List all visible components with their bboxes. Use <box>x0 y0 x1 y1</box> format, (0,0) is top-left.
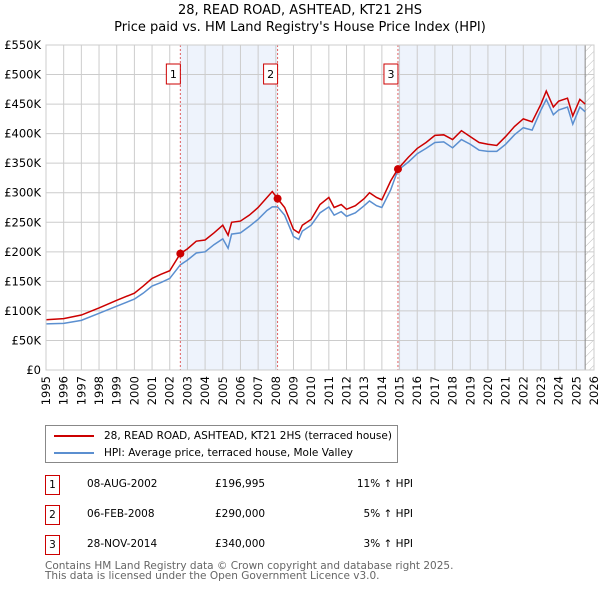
x-tick-label: 2022 <box>516 376 530 405</box>
transaction-number: 2 <box>45 505 60 525</box>
plot-border <box>45 44 595 371</box>
x-tick-label: 2001 <box>145 376 159 405</box>
x-tick-label: 2023 <box>534 376 548 405</box>
x-tick-label: 2017 <box>428 376 442 405</box>
transaction-row: 1 08-AUG-2002 £196,995 11% ↑ HPI <box>45 475 445 495</box>
footer-line-2: This data is licensed under the Open Gov… <box>45 570 380 582</box>
series-line <box>45 97 586 325</box>
sale-label: 2 <box>267 68 274 81</box>
y-tick-label: £200K <box>4 245 41 259</box>
x-tick-label: 2011 <box>322 376 336 405</box>
legend-property: 28, READ ROAD, ASHTEAD, KT21 2HS (terrac… <box>104 430 392 442</box>
sale-point <box>273 194 282 203</box>
y-tick-label: £0 <box>26 363 41 377</box>
x-tick-label: 2014 <box>375 376 389 405</box>
chart-subtitle: Price paid vs. HM Land Registry's House … <box>114 20 486 35</box>
x-tick-label: 2021 <box>499 376 513 405</box>
x-tick-label: 2026 <box>587 376 600 405</box>
x-tick-label: 2007 <box>251 376 265 405</box>
transaction-date: 28-NOV-2014 <box>87 538 158 550</box>
transaction-row: 2 06-FEB-2008 £290,000 5% ↑ HPI <box>45 505 445 525</box>
y-tick-label: £450K <box>4 97 41 111</box>
x-tick-label: 2003 <box>180 376 194 405</box>
y-tick-label: £300K <box>4 186 41 200</box>
transaction-price: £340,000 <box>215 538 266 550</box>
sale-label-box <box>263 63 279 85</box>
transaction-number: 1 <box>45 475 60 495</box>
x-tick-label: 1996 <box>57 376 71 405</box>
price-chart: £0 £50K £100K £150K £200K £250K £300K £350K £400… <box>4 38 600 405</box>
x-tick-label: 2008 <box>269 376 283 405</box>
transaction-hpi: 5% ↑ HPI <box>363 508 413 520</box>
transaction-price: £290,000 <box>215 508 266 520</box>
shaded-period <box>180 45 278 370</box>
sale-label: 3 <box>387 68 394 81</box>
y-tick-label: £150K <box>4 274 41 288</box>
transaction-hpi: 11% ↑ HPI <box>356 478 413 490</box>
y-tick-label: £400K <box>4 127 41 141</box>
footer: Contains HM Land Registry data © Crown c… <box>45 560 454 582</box>
x-tick-label: 2013 <box>357 376 371 405</box>
x-tick-label: 1999 <box>110 376 124 405</box>
sale-label: 1 <box>170 68 177 81</box>
x-tick-label: 2015 <box>393 376 407 405</box>
legend-hpi: HPI: Average price, terraced house, Mole… <box>104 447 354 459</box>
red-line-swatch <box>54 435 94 437</box>
x-tick-label: 2005 <box>216 376 230 405</box>
x-tick-label: 2009 <box>286 376 300 405</box>
series-line <box>45 89 586 321</box>
sale-label-box <box>165 63 181 85</box>
x-tick-label: 2019 <box>463 376 477 405</box>
x-tick-label: 1998 <box>92 376 106 405</box>
sale-point <box>393 165 402 174</box>
transaction-date: 06-FEB-2008 <box>87 508 155 520</box>
future-hatch <box>585 45 594 370</box>
y-tick-label: £500K <box>4 68 41 82</box>
legend: 28, READ ROAD, ASHTEAD, KT21 2HS (terrac… <box>45 425 398 463</box>
x-tick-label: 2024 <box>552 376 566 405</box>
y-tick-label: £350K <box>4 156 41 170</box>
sale-point <box>176 249 185 258</box>
x-tick-label: 2012 <box>340 376 354 405</box>
x-tick-label: 2010 <box>304 376 318 405</box>
x-tick-label: 2020 <box>481 376 495 405</box>
y-tick-label: £250K <box>4 215 41 229</box>
chart-title: 28, READ ROAD, ASHTEAD, KT21 2HS <box>178 3 422 18</box>
x-tick-label: 2004 <box>198 376 212 405</box>
x-tick-label: 2025 <box>569 376 583 405</box>
y-tick-label: £100K <box>4 304 41 318</box>
x-tick-label: 2000 <box>127 376 141 405</box>
transaction-price: £196,995 <box>215 478 266 490</box>
x-tick-label: 2018 <box>446 376 460 405</box>
y-tick-label: £550K <box>4 38 41 52</box>
footer-line-1: Contains HM Land Registry data © Crown c… <box>45 560 454 572</box>
x-tick-label: 2002 <box>163 376 177 405</box>
transaction-hpi: 3% ↑ HPI <box>363 538 413 550</box>
blue-line-swatch <box>54 452 94 454</box>
shaded-period <box>397 45 586 370</box>
transaction-date: 08-AUG-2002 <box>87 478 158 490</box>
transaction-number: 3 <box>45 535 60 555</box>
x-tick-label: 2016 <box>410 376 424 405</box>
transaction-row: 3 28-NOV-2014 £340,000 3% ↑ HPI <box>45 535 445 555</box>
x-tick-label: 1995 <box>39 376 53 405</box>
x-tick-label: 1997 <box>74 376 88 405</box>
x-tick-label: 2006 <box>233 376 247 405</box>
y-tick-label: £50K <box>12 333 42 347</box>
sale-label-box <box>383 63 399 85</box>
